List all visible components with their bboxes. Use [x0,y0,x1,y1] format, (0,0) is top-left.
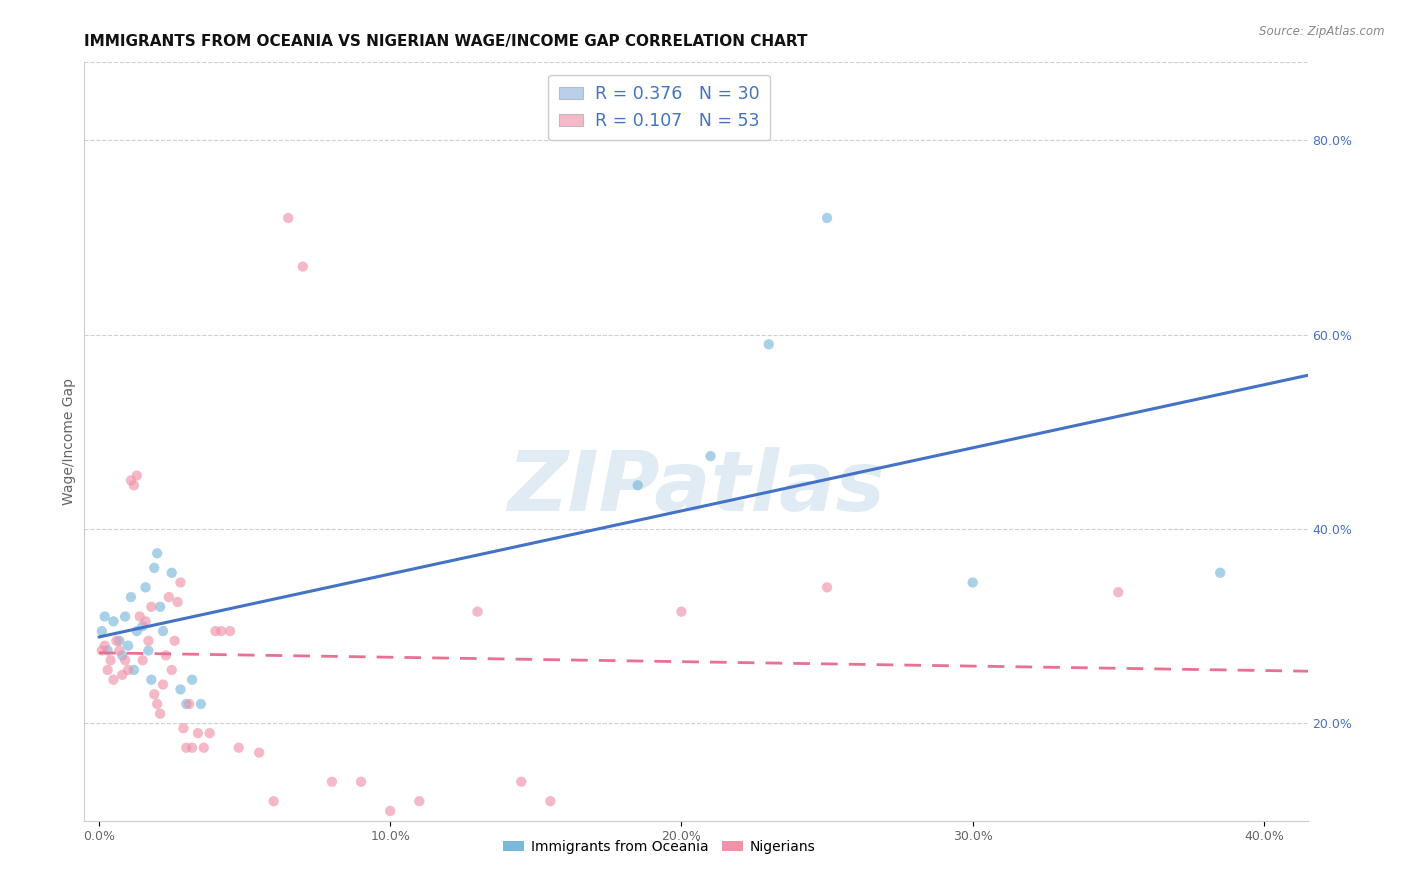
Point [100,653,122,667]
Point [172,721,194,735]
Point [193,740,215,755]
Point [122,478,145,492]
Point [131,653,153,667]
Point [758,337,780,351]
Text: IMMIGRANTS FROM OCEANIA VS NIGERIAN WAGE/INCOME GAP CORRELATION CHART: IMMIGRANTS FROM OCEANIA VS NIGERIAN WAGE… [84,34,808,49]
Point [120,474,142,488]
Point [138,633,160,648]
Point [108,633,131,648]
Point [114,609,136,624]
Point [138,643,160,657]
Point [160,663,183,677]
Point [187,726,209,740]
Point [146,546,169,560]
Y-axis label: Wage/Income Gap: Wage/Income Gap [62,378,76,505]
Point [90,643,112,657]
Point [228,740,250,755]
Point [149,706,172,721]
Point [198,726,221,740]
Point [141,599,163,614]
Point [103,615,125,629]
Point [962,575,984,590]
Point [125,624,148,639]
Point [380,804,402,818]
Point [125,468,148,483]
Point [219,624,242,639]
Point [93,609,115,624]
Point [105,633,128,648]
Point [209,624,232,639]
Point [467,605,489,619]
Point [90,624,112,639]
Point [97,643,120,657]
Point [321,774,343,789]
Point [135,615,157,629]
Point [160,566,183,580]
Point [174,697,197,711]
Point [408,794,430,808]
Point [152,624,174,639]
Point [141,673,163,687]
Point [135,580,157,594]
Point [97,663,120,677]
Point [131,619,153,633]
Point [190,697,212,711]
Point [1107,585,1129,599]
Point [166,595,188,609]
Point [122,663,145,677]
Point [103,673,125,687]
Point [627,478,650,492]
Point [179,697,201,711]
Point [350,774,373,789]
Point [174,740,197,755]
Point [108,643,131,657]
Point [117,639,139,653]
Point [815,580,838,594]
Point [169,682,191,697]
Point [510,774,533,789]
Point [291,260,314,274]
Text: Source: ZipAtlas.com: Source: ZipAtlas.com [1260,25,1385,38]
Point [128,609,150,624]
Point [152,677,174,691]
Point [111,648,134,663]
Point [538,794,561,808]
Point [181,673,204,687]
Point [815,211,838,225]
Legend: Immigrants from Oceania, Nigerians: Immigrants from Oceania, Nigerians [498,834,821,859]
Point [146,697,169,711]
Text: ZIPatlas: ZIPatlas [508,447,884,527]
Point [1209,566,1232,580]
Point [157,590,180,604]
Point [247,746,270,760]
Point [117,663,139,677]
Point [169,575,191,590]
Point [120,590,142,604]
Point [204,624,226,639]
Point [181,740,204,755]
Point [671,605,693,619]
Point [699,449,721,463]
Point [111,668,134,682]
Point [143,561,166,575]
Point [263,794,285,808]
Point [149,599,172,614]
Point [93,639,115,653]
Point [143,687,166,701]
Point [277,211,299,225]
Point [155,648,177,663]
Point [163,633,186,648]
Point [114,653,136,667]
